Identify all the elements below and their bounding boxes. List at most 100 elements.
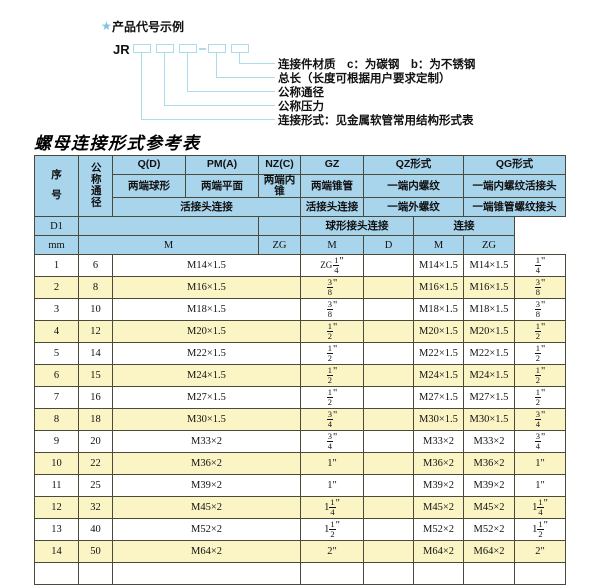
cell-thread-m: M39×2 [112, 474, 301, 498]
cell-qz-d: M39×2 [413, 474, 464, 498]
cell-qg-zg: 1 2 " [514, 386, 566, 410]
cell-qz-d: M27×1.5 [413, 386, 464, 410]
cell-nominal-diameter [78, 562, 113, 585]
cell-qg-m: M22×1.5 [463, 342, 515, 366]
leader-line-h-4 [216, 77, 275, 78]
cell-qg-zg: 1 2 " [514, 364, 566, 388]
header-thread-d-qz: D [363, 235, 414, 256]
cell-thread-m [112, 562, 301, 585]
table-row: 3 10 M18×1.5 3 8 " M18×1.5 M18×1.5 3 8 " [34, 298, 566, 322]
cell-qg-m: M18×1.5 [463, 298, 515, 322]
cell-qz-d: M36×2 [413, 452, 464, 476]
cell-qg-m: M45×2 [463, 496, 515, 520]
cell-qz-m [363, 364, 414, 388]
leader-line-v-2 [164, 53, 165, 105]
cell-gz-size: 3 8 " [300, 298, 364, 322]
cell-seq: 3 [34, 298, 79, 322]
cell-qz-m [363, 320, 414, 344]
header-group-qd: Q(D) [112, 155, 186, 175]
header-seq-char-2: 号 [51, 189, 62, 202]
cell-nominal-diameter: 16 [78, 386, 113, 410]
cell-gz-size: 1" [300, 452, 364, 476]
cell-gz-size: 1" [300, 474, 364, 498]
table-row: 1 6 M14×1.5 ZG 1 4 " M14×1.5 M14×1.5 1 4 " [34, 254, 566, 278]
cell-qg-zg: 3 8 " [514, 276, 566, 300]
leader-line-h-5 [239, 63, 275, 64]
leader-line-v-1 [141, 53, 142, 119]
code-label-connection-type: 连接形式：见金属软管常用结构形式表 [278, 115, 474, 127]
page-title: 螺母连接形式参考表 [34, 134, 201, 153]
cell-qz-d: M14×1.5 [413, 254, 464, 278]
code-separator-dash [199, 48, 206, 50]
cell-qz-m [363, 342, 414, 366]
leader-line-v-5 [239, 53, 240, 63]
cell-thread-m: M24×1.5 [112, 364, 301, 388]
cell-qz-d: M16×1.5 [413, 276, 464, 300]
code-box-2 [156, 44, 174, 53]
cell-nominal-diameter: 6 [78, 254, 113, 278]
code-box-1 [133, 44, 151, 53]
product-code-title: 产品代号示例 [112, 20, 185, 34]
cell-qz-d: M45×2 [413, 496, 464, 520]
cell-qz-m [363, 298, 414, 322]
cell-seq [34, 562, 79, 585]
cell-thread-m: M22×1.5 [112, 342, 301, 366]
cell-qg-m: M20×1.5 [463, 320, 515, 344]
cell-qg-zg: 1 4 " [514, 254, 566, 278]
cell-nominal-diameter: 22 [78, 452, 113, 476]
leader-line-h-1 [141, 119, 275, 120]
table-row: 7 16 M27×1.5 1 2 " M27×1.5 M27×1.5 1 2 " [34, 386, 566, 410]
cell-qg-m: M24×1.5 [463, 364, 515, 388]
header-ball-joint-qg: 连接 [413, 216, 515, 237]
cell-seq: 4 [34, 320, 79, 344]
cell-nominal-diameter: 18 [78, 408, 113, 432]
cell-gz-size: 1 2 " [300, 386, 364, 410]
cell-seq: 7 [34, 386, 79, 410]
code-box-5 [231, 44, 249, 53]
product-code-prefix: JR [113, 42, 130, 57]
cell-qz-d: M52×2 [413, 518, 464, 542]
cell-thread-m: M27×1.5 [112, 386, 301, 410]
cell-thread-m: M30×1.5 [112, 408, 301, 432]
header-sub-qg: 一端内螺纹活接头 [463, 173, 566, 199]
cell-qz-d: M24×1.5 [413, 364, 464, 388]
cell-qg-zg: 1 1 4 " [514, 496, 566, 520]
cell-gz-size: 1 1 4 " [300, 496, 364, 520]
product-code-diagram: ★ 产品代号示例 JR 连接件材质 c：为碳钢 b：为不锈钢 总长（长度可根据用… [0, 0, 600, 128]
cell-thread-m: M20×1.5 [112, 320, 301, 344]
header-sub-nzc: 两端内锥 [258, 173, 301, 199]
table-row: 5 14 M22×1.5 1 2 " M22×1.5 M22×1.5 1 2 " [34, 342, 566, 366]
cell-qg-zg: 3 4 " [514, 430, 566, 454]
cell-qz-m [363, 386, 414, 410]
cell-qg-zg: 3 4 " [514, 408, 566, 432]
header-ball-joint-qz: 球形接头连接 [300, 216, 414, 237]
header-thread-m-qz: M [300, 235, 364, 256]
cell-gz-size: 1 1 2 " [300, 518, 364, 542]
cell-qg-zg [514, 562, 566, 585]
cell-gz-size: 1 2 " [300, 364, 364, 388]
cell-gz-size: 2" [300, 540, 364, 564]
cell-seq: 11 [34, 474, 79, 498]
cell-thread-m: M52×2 [112, 518, 301, 542]
cell-qz-m [363, 254, 414, 278]
table-row: 9 20 M33×2 3 4 " M33×2 M33×2 3 4 " [34, 430, 566, 454]
cell-qz-m [363, 452, 414, 476]
nut-connection-spec-table: 序 号 公称通径 Q(D) PM(A) NZ(C) GZ QZ形式 QG形式 两… [34, 154, 566, 585]
cell-qz-d: M18×1.5 [413, 298, 464, 322]
table-row: 10 22 M36×2 1" M36×2 M36×2 1" [34, 452, 566, 476]
cell-qg-zg: 1" [514, 474, 566, 498]
header-sub-qd: 两端球形 [112, 173, 186, 199]
cell-qg-m: M39×2 [463, 474, 515, 498]
table-row [34, 562, 566, 585]
cell-gz-size: 3 4 " [300, 430, 364, 454]
header-union-left: 活接头连接 [112, 197, 301, 218]
code-box-4 [208, 44, 226, 53]
cell-qz-m [363, 562, 414, 585]
header-union-qz: 一端外螺纹 [363, 197, 464, 218]
cell-nominal-diameter: 50 [78, 540, 113, 564]
cell-seq: 9 [34, 430, 79, 454]
cell-qz-d: M30×1.5 [413, 408, 464, 432]
table-row: 4 12 M20×1.5 1 2 " M20×1.5 M20×1.5 1 2 " [34, 320, 566, 344]
cell-qz-d: M64×2 [413, 540, 464, 564]
header-group-pma: PM(A) [185, 155, 259, 175]
